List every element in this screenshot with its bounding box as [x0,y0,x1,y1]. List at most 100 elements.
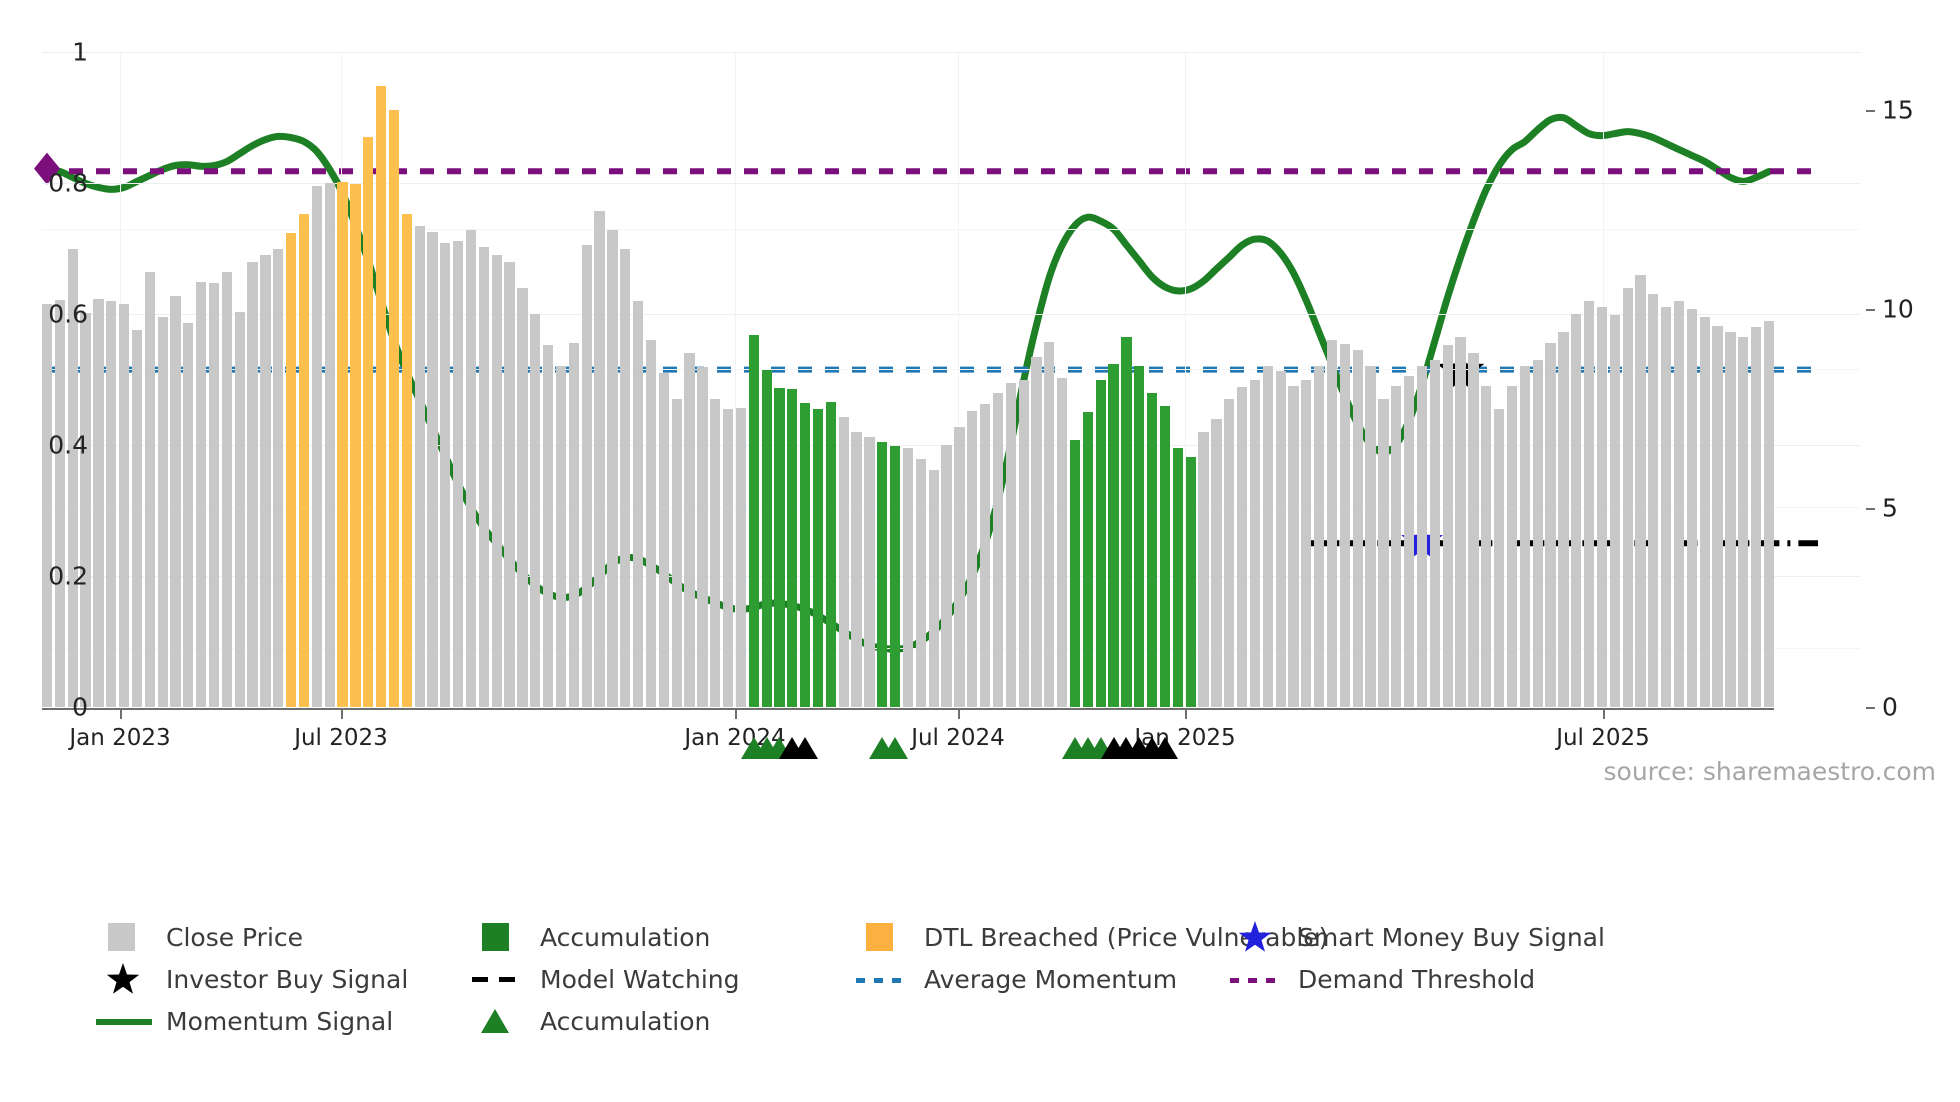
close-price-bar [183,323,194,707]
close-price-bar [864,437,875,707]
accumulation-bar-swatch-icon [482,923,509,951]
dtl-breached-bar [350,183,361,707]
close-price-bar [1699,317,1710,707]
legend-label: Accumulation [540,922,711,952]
legend-label: Average Momentum [924,964,1178,994]
accumulation-marker-triangle-icon [481,1009,509,1033]
close-price-bar [1609,315,1620,707]
close-price-bar [645,340,657,707]
y-axis-right-tick-mark [1866,308,1875,311]
close-price-bar [273,248,284,707]
y-axis-left-tick-label: 0.2 [48,561,88,591]
close-price-bar [1404,376,1415,707]
investor-buy-signal-key [96,963,152,994]
y-axis-left-tick-label: 1 [72,37,88,67]
close-price-bar [427,232,438,707]
close-price-bar [311,186,322,707]
gridline-vertical [1185,52,1186,707]
accumulation-bar [825,402,837,707]
close-price-bar [1506,386,1518,707]
x-axis-tick-label: Jul 2025 [1556,725,1650,751]
dtl-breached-bar [375,86,387,707]
close-price-bar [93,298,104,707]
smart-money-buy-signal-key [1228,921,1284,952]
legend-item-model-watching[interactable]: Model Watching [470,960,740,998]
model-watching-dashed-line-icon [472,977,524,982]
close-price-key [96,922,152,952]
gridline-horizontal-minor [42,369,1860,371]
close-price-bar [1635,274,1646,707]
dtl-breached-bar [298,213,310,707]
close-price-bar [1481,386,1492,707]
gridline-horizontal-minor [42,228,1860,230]
close-price-bar [838,416,849,707]
close-price-bar [902,448,914,707]
y-axis-right-tick-label: 15 [1882,95,1914,125]
accumulation-bar [812,408,824,707]
accumulation-bar [1108,363,1119,707]
gridline-horizontal [42,52,1860,53]
legend-item-investor-buy-signal[interactable]: Investor Buy Signal [96,960,408,998]
legend-item-average-momentum[interactable]: Average Momentum [854,960,1177,998]
close-price-bar [221,272,233,707]
gridline-horizontal [42,314,1860,315]
close-price-bar [234,312,245,707]
close-price-bar [247,261,258,707]
accumulation-bar [748,334,759,707]
close-price-bar [581,245,592,707]
legend-item-smart-money-buy-signal[interactable]: Smart Money Buy Signal [1228,918,1605,956]
legend-item-demand-threshold[interactable]: Demand Threshold [1228,960,1535,998]
model-watching-key [470,964,526,994]
dtl-breached-bar [286,232,297,707]
demand-threshold-key [1228,964,1284,994]
close-price-bar [1211,418,1222,707]
close-price-bar [208,282,220,707]
close-price-bar [453,240,464,707]
accumulation-bar-key [470,922,526,952]
close-price-bar [41,304,53,707]
x-axis-tick-label: Jan 2023 [69,725,171,751]
gridline-vertical [958,52,959,707]
legend-item-close-price[interactable]: Close Price [96,918,303,956]
investor-buy-signal-star-icon [105,962,141,1000]
accumulation-triangle-marker [882,737,909,759]
close-price-bar [1442,344,1453,707]
accumulation-bar [1121,336,1132,707]
close-price-bar [478,247,490,707]
close-price-bar [1057,378,1068,707]
y-axis-left-tick-label: 0.8 [48,168,88,198]
accumulation-bar [1185,456,1196,707]
x-axis-tick-label: Jul 2024 [911,725,1005,751]
close-price-bar [555,366,567,707]
accumulation-bar [1069,439,1081,707]
legend-item-accumulation-bar[interactable]: Accumulation [470,918,710,956]
gridline-vertical [735,52,736,707]
close-price-bar [1519,366,1530,707]
close-price-bar [504,261,515,707]
close-price-bar [967,410,978,707]
close-price-bar [67,248,78,707]
close-price-bar [1545,343,1556,707]
accumulation-triangle-marker [1152,737,1178,759]
close-price-bar [1712,325,1723,707]
close-price-bar [1365,366,1376,707]
close-price-bar [568,343,579,707]
legend-label: Smart Money Buy Signal [1298,922,1605,952]
x-axis-tick-mark [1185,708,1187,719]
close-price-bar [54,299,65,707]
accumulation-bar [1147,392,1158,707]
close-price-bar [1583,300,1595,707]
close-price-bar [1198,431,1209,707]
y-axis-right-tick-mark [1866,707,1875,709]
close-price-bar [1661,307,1672,707]
legend-item-momentum-signal[interactable]: Momentum Signal [96,1002,393,1040]
x-axis-tick-label: Jul 2023 [294,725,388,751]
chart-legend: Close Price Investor Buy Signal Momentum S… [0,918,1960,1098]
legend-label: Demand Threshold [1298,964,1536,994]
accumulation-triangle-marker [792,737,819,759]
legend-item-accumulation-marker[interactable]: Accumulation [470,1002,710,1040]
close-price-bar [260,255,271,707]
close-price-bar [1391,386,1402,707]
close-price-bar [440,243,451,707]
close-price-bar [710,399,721,707]
